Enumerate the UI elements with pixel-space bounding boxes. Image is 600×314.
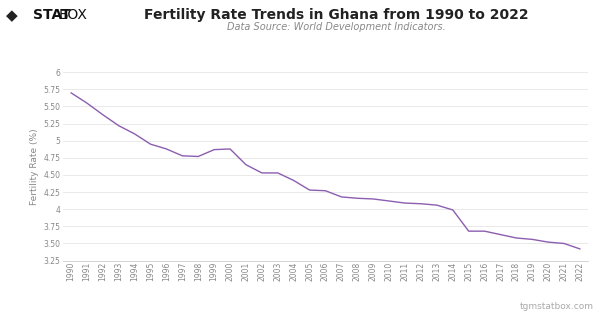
Text: Data Source: World Development Indicators.: Data Source: World Development Indicator… — [227, 22, 445, 32]
Text: BOX: BOX — [59, 8, 88, 22]
Text: Fertility Rate Trends in Ghana from 1990 to 2022: Fertility Rate Trends in Ghana from 1990… — [143, 8, 529, 22]
Text: tgmstatbox.com: tgmstatbox.com — [520, 302, 594, 311]
Y-axis label: Fertility Rate (%): Fertility Rate (%) — [30, 128, 39, 205]
Text: STAT: STAT — [33, 8, 71, 22]
Text: ◆: ◆ — [6, 8, 18, 23]
